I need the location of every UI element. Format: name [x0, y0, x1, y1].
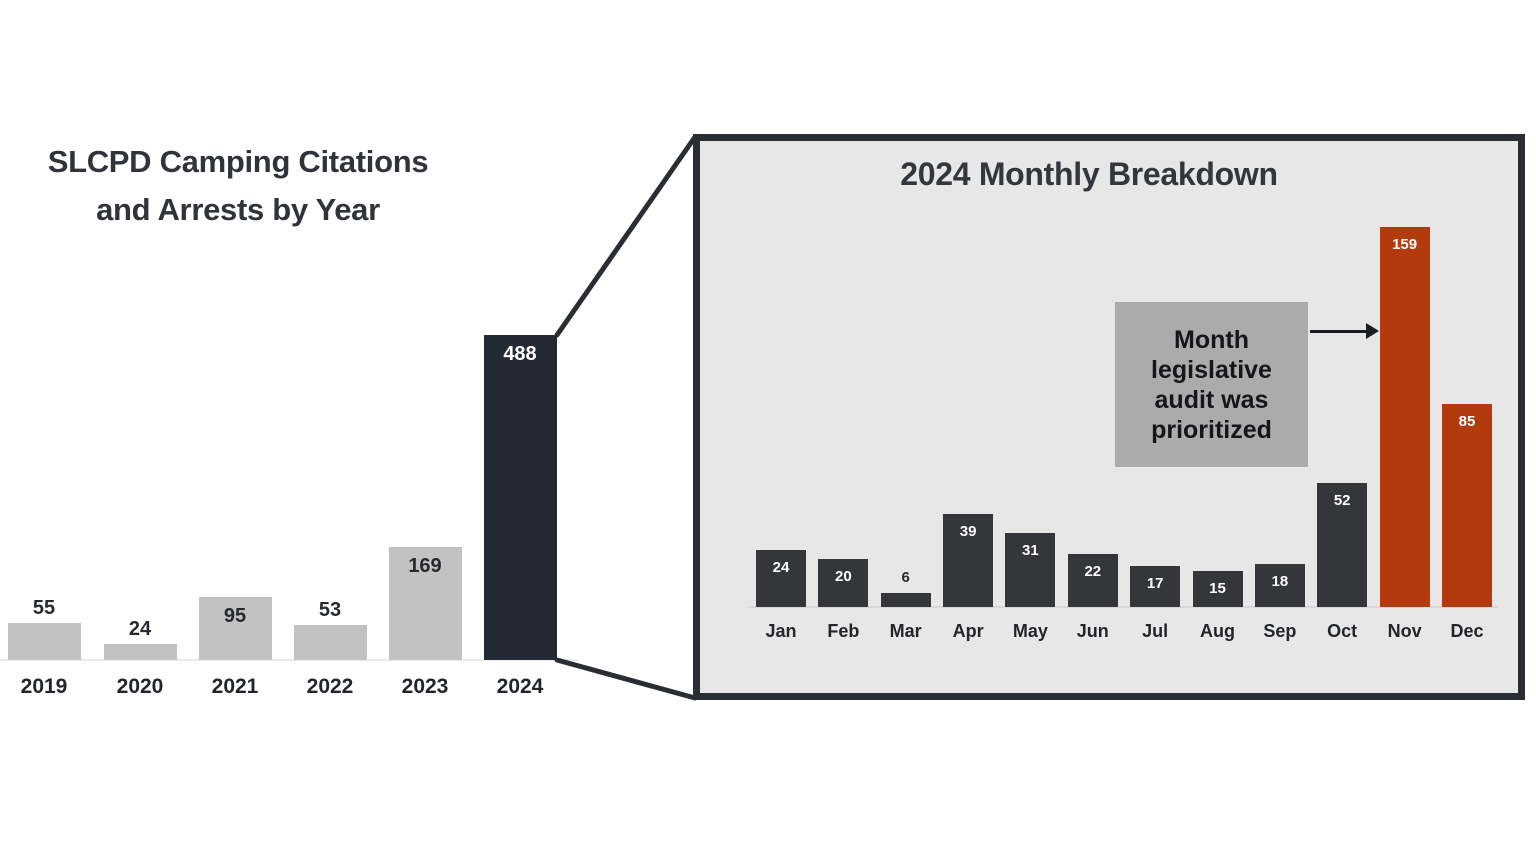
yearly-bar-2022 [293, 625, 367, 660]
connector-line-top [554, 134, 698, 338]
monthly-value-oct: 52 [1333, 492, 1351, 509]
monthly-value-sep: 18 [1271, 573, 1289, 590]
annotation-line4: prioritized [1151, 415, 1272, 444]
yearly-label-2020: 2020 [116, 675, 164, 698]
monthly-bar-mar [880, 593, 931, 607]
monthly-label-may: May [1012, 621, 1048, 641]
monthly-label-mar: Mar [889, 621, 922, 641]
yearly-bar-2021 [198, 597, 272, 660]
monthly-bar-feb [818, 559, 869, 607]
yearly-value-2020: 24 [128, 618, 152, 640]
monthly-value-nov: 159 [1392, 236, 1418, 253]
yearly-value-2023: 169 [408, 555, 442, 577]
monthly-bar-jul [1130, 566, 1181, 607]
monthly-bar-aug [1192, 571, 1243, 607]
arrow-head-icon [1366, 323, 1379, 339]
yearly-chart-baseline [0, 659, 578, 661]
connector-line-bottom [554, 657, 698, 701]
monthly-bar-jun [1067, 554, 1118, 607]
yearly-title-line2: and Arrests by Year [96, 192, 380, 227]
yearly-value-2024: 488 [503, 343, 537, 365]
yearly-bar-2020 [103, 644, 177, 660]
monthly-value-may: 31 [1022, 542, 1039, 559]
yearly-chart-title: SLCPD Camping Citations and Arrests by Y… [38, 138, 438, 234]
arrow-line [1310, 330, 1368, 333]
yearly-bar-2023 [388, 547, 462, 660]
monthly-bar-jan [756, 550, 806, 607]
annotation-line2: legislative [1151, 355, 1272, 384]
yearly-bar-2024 [483, 335, 557, 660]
monthly-label-jul: Jul [1142, 621, 1169, 641]
annotation-arrow [1310, 321, 1380, 341]
monthly-value-jan: 24 [772, 559, 790, 576]
monthly-bar-sep [1254, 564, 1305, 607]
yearly-label-2024: 2024 [496, 675, 544, 698]
monthly-label-jan: Jan [765, 621, 797, 641]
monthly-value-jun: 22 [1084, 563, 1102, 580]
monthly-bar-may [1005, 533, 1056, 607]
monthly-label-sep: Sep [1263, 621, 1297, 641]
monthly-label-oct: Oct [1327, 621, 1358, 641]
monthly-bar-apr [943, 514, 994, 607]
monthly-bar-nov [1379, 227, 1430, 607]
monthly-bar-dec [1442, 404, 1492, 607]
monthly-label-nov: Nov [1387, 621, 1422, 641]
yearly-value-2022: 53 [318, 599, 342, 621]
monthly-label-dec: Dec [1450, 621, 1484, 641]
annotation-box: Month legislative audit was prioritized [1115, 302, 1308, 467]
yearly-label-2019: 2019 [20, 675, 68, 698]
yearly-bar-2019 [7, 623, 81, 660]
yearly-title-line1: SLCPD Camping Citations [47, 144, 429, 179]
yearly-label-2021: 2021 [211, 675, 259, 698]
monthly-value-apr: 39 [959, 523, 977, 540]
annotation-line3: audit was [1154, 385, 1269, 414]
monthly-label-jun: Jun [1076, 621, 1109, 641]
monthly-label-feb: Feb [827, 621, 860, 641]
monthly-value-jul: 17 [1146, 575, 1164, 592]
yearly-value-2019: 55 [32, 597, 56, 619]
monthly-chart-baseline [748, 606, 1498, 608]
monthly-bar-oct [1317, 483, 1368, 607]
yearly-label-2023: 2023 [401, 675, 449, 698]
monthly-value-mar: 6 [901, 569, 910, 586]
monthly-label-aug: Aug [1200, 621, 1235, 641]
monthly-label-apr: Apr [952, 621, 984, 641]
yearly-value-2021: 95 [223, 605, 247, 627]
monthly-value-aug: 15 [1209, 580, 1226, 597]
monthly-value-feb: 20 [835, 568, 852, 585]
yearly-label-2022: 2022 [306, 675, 354, 698]
monthly-value-dec: 85 [1458, 413, 1476, 430]
monthly-chart-title: 2024 Monthly Breakdown [900, 156, 1278, 192]
annotation-line1: Month [1174, 325, 1249, 354]
